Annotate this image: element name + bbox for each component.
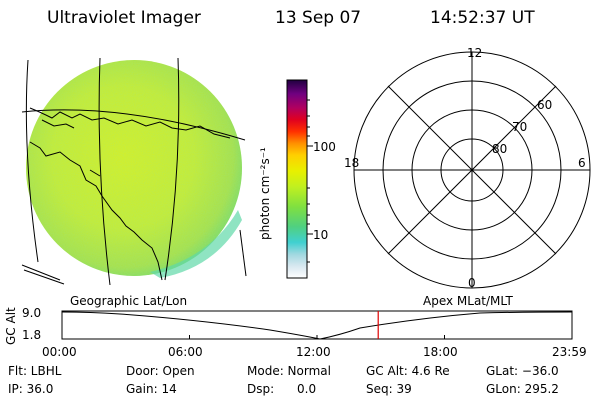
timeline-tick-4: 23:59 [552, 345, 587, 359]
footer-flt: Flt: LBHL [8, 364, 62, 378]
timeline-tick-1: 06:00 [168, 345, 203, 359]
colorbar-unit-label: photon cm⁻²s⁻¹ [258, 147, 272, 240]
footer-door: Door: Open [126, 364, 195, 378]
polar-label-18: 18 [344, 156, 360, 170]
altitude-timeline [61, 310, 573, 340]
timeline-tick-2: 12:00 [296, 345, 331, 359]
footer-glat: GLat: −36.0 [486, 364, 559, 378]
polar-grid [353, 51, 591, 289]
colorbar-tick-10: 10 [313, 228, 329, 242]
graticule-lines [21, 57, 247, 286]
timeline-y-top: 9.0 [22, 306, 42, 320]
timeline-y-bottom: 1.8 [22, 328, 42, 342]
footer-dsp: Dsp: 0.0 [247, 382, 317, 396]
timeline-tick-0: 00:00 [42, 345, 77, 359]
polar-label-0: 0 [468, 276, 476, 290]
date-label: 13 Sep 07 [275, 8, 362, 28]
footer-gc-alt: GC Alt: 4.6 Re [366, 364, 450, 378]
coastline [21, 107, 231, 285]
polar-ring-60: 60 [537, 98, 553, 112]
polar-label-12: 12 [467, 46, 483, 60]
geographic-label: Geographic Lat/Lon [70, 294, 188, 308]
instrument-title: Ultraviolet Imager [47, 8, 201, 28]
polar-ring-70: 70 [512, 120, 528, 134]
time-label: 14:52:37 UT [430, 8, 535, 28]
polar-label-6: 6 [578, 156, 586, 170]
apex-label: Apex MLat/MLT [423, 294, 513, 308]
footer-mode: Mode: Normal [247, 364, 331, 378]
colorbar-tick-100: 100 [313, 140, 336, 154]
footer-seq: Seq: 39 [366, 382, 412, 396]
footer-glon: GLon: 295.2 [486, 382, 559, 396]
timeline-axis-label: GC Alt [4, 307, 18, 345]
footer-ip: IP: 36.0 [8, 382, 54, 396]
polar-ring-80: 80 [492, 142, 508, 156]
earth-disk [26, 60, 242, 278]
colorbar [286, 79, 313, 279]
timeline-tick-3: 18:00 [423, 345, 458, 359]
footer-gain: Gain: 14 [126, 382, 177, 396]
